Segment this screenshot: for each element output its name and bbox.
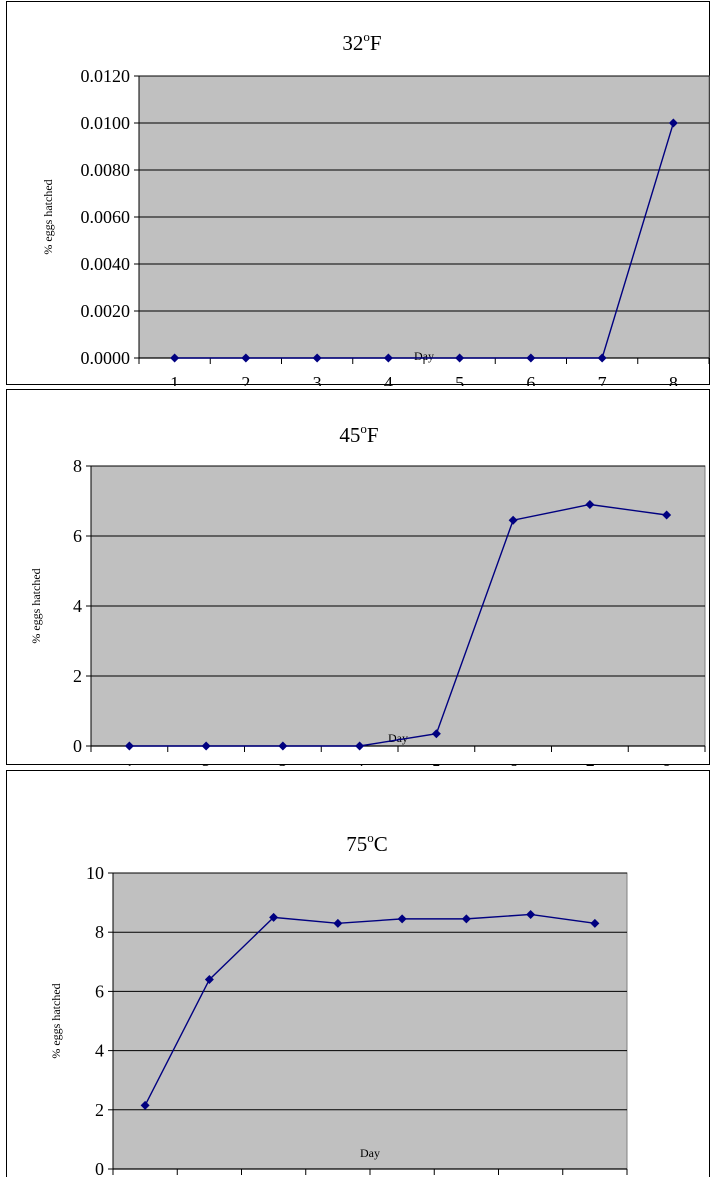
y-tick-label: 2 xyxy=(73,666,82,686)
data-point xyxy=(241,353,251,363)
series-line xyxy=(174,122,675,359)
plot-area xyxy=(112,872,628,1170)
data-point xyxy=(397,914,407,924)
chart-title: 32oF xyxy=(342,29,381,55)
y-tick-label: 4 xyxy=(73,596,82,616)
data-point xyxy=(461,914,471,924)
x-tick-label: 5 xyxy=(455,373,464,386)
chart-75c: 02468101234567875oCDay% eggs hatched xyxy=(49,830,628,1178)
data-point xyxy=(269,912,279,922)
y-tick-label: 8 xyxy=(95,922,104,942)
title-degree: o xyxy=(360,421,367,436)
title-number: 75 xyxy=(346,832,367,856)
title-degree: o xyxy=(363,29,370,44)
title-unit: C xyxy=(374,832,388,856)
x-tick-label: 3 xyxy=(278,761,287,766)
series-line xyxy=(144,913,595,1106)
y-tick-label: 2 xyxy=(95,1100,104,1120)
data-point xyxy=(526,353,536,363)
y-tick-label: 0 xyxy=(95,1159,104,1178)
y-tick-label: 0.0060 xyxy=(81,207,131,227)
chart-32f: 0.0000 0.0020 0.0040 0.0060 0.0080 0.0100 0.01… xyxy=(41,29,710,386)
data-point xyxy=(312,353,322,363)
data-point xyxy=(383,353,393,363)
title-number: 45 xyxy=(339,423,360,447)
data-point xyxy=(201,741,211,751)
y-tick-label: 10 xyxy=(86,863,104,883)
y-tick-label: 0.0120 xyxy=(81,66,131,86)
y-axis-title: % eggs hatched xyxy=(41,179,55,254)
y-axis-title: % eggs hatched xyxy=(29,568,43,643)
chart-panel-32f: 0.0000 0.0020 0.0040 0.0060 0.0080 0.0100 0.01… xyxy=(6,1,710,386)
data-point xyxy=(508,515,518,525)
data-point xyxy=(526,909,536,919)
x-tick-label: 6 xyxy=(526,373,535,386)
data-point xyxy=(455,353,465,363)
data-point xyxy=(170,353,180,363)
x-axis-title: Day xyxy=(360,1146,380,1160)
x-tick-label: 1 xyxy=(170,373,179,386)
y-tick-label: 6 xyxy=(95,981,104,1001)
data-point xyxy=(585,500,595,509)
x-tick-label: 7 xyxy=(585,761,594,766)
chart-title: 45oF xyxy=(339,421,378,447)
x-tick-label: 8 xyxy=(662,761,671,766)
series-line xyxy=(129,503,667,747)
x-tick-label: 5 xyxy=(432,761,441,766)
title-number: 32 xyxy=(342,31,363,55)
y-axis-title: % eggs hatched xyxy=(49,983,63,1058)
data-point xyxy=(124,741,134,751)
chart-panel-75c: 02468101234567875oCDay% eggs hatched xyxy=(6,770,710,1178)
x-tick-label: 1 xyxy=(125,761,134,766)
y-tick-label: 0.0040 xyxy=(81,254,131,274)
data-point xyxy=(662,510,672,520)
title-unit: F xyxy=(367,423,379,447)
y-tick-label: 0.0080 xyxy=(81,160,131,180)
x-axis-title: Day xyxy=(388,731,408,745)
x-tick-label: 6 xyxy=(509,761,518,766)
x-tick-label: 4 xyxy=(355,761,364,766)
x-tick-label: 8 xyxy=(669,373,678,386)
data-point xyxy=(668,118,678,128)
y-tick-label: 4 xyxy=(95,1041,104,1061)
chart-45f: 024681234567845oFDay% eggs hatched xyxy=(29,421,706,766)
x-tick-label: 2 xyxy=(202,761,211,766)
title-degree: o xyxy=(367,830,374,845)
y-tick-label: 0.0100 xyxy=(81,113,131,133)
data-point xyxy=(431,729,441,739)
chart-panel-45f: 024681234567845oFDay% eggs hatched xyxy=(6,389,710,766)
data-point xyxy=(597,353,607,363)
data-point xyxy=(355,741,365,751)
y-tick-label: 0 xyxy=(73,736,82,756)
y-tick-label: 0.0020 xyxy=(81,301,131,321)
chart-title: 75oC xyxy=(346,830,388,856)
x-tick-label: 7 xyxy=(598,373,607,386)
data-point xyxy=(590,918,600,928)
y-tick-label: 6 xyxy=(73,526,82,546)
data-point xyxy=(278,741,288,751)
x-tick-label: 4 xyxy=(384,373,393,386)
data-point xyxy=(204,975,214,985)
x-axis-title: Day xyxy=(414,349,434,363)
title-unit: F xyxy=(370,31,382,55)
y-tick-label: 0.0000 xyxy=(81,348,131,368)
x-tick-label: 3 xyxy=(313,373,322,386)
data-point xyxy=(333,918,343,928)
data-point xyxy=(140,1100,150,1110)
x-tick-label: 2 xyxy=(241,373,250,386)
y-tick-label: 8 xyxy=(73,456,82,476)
